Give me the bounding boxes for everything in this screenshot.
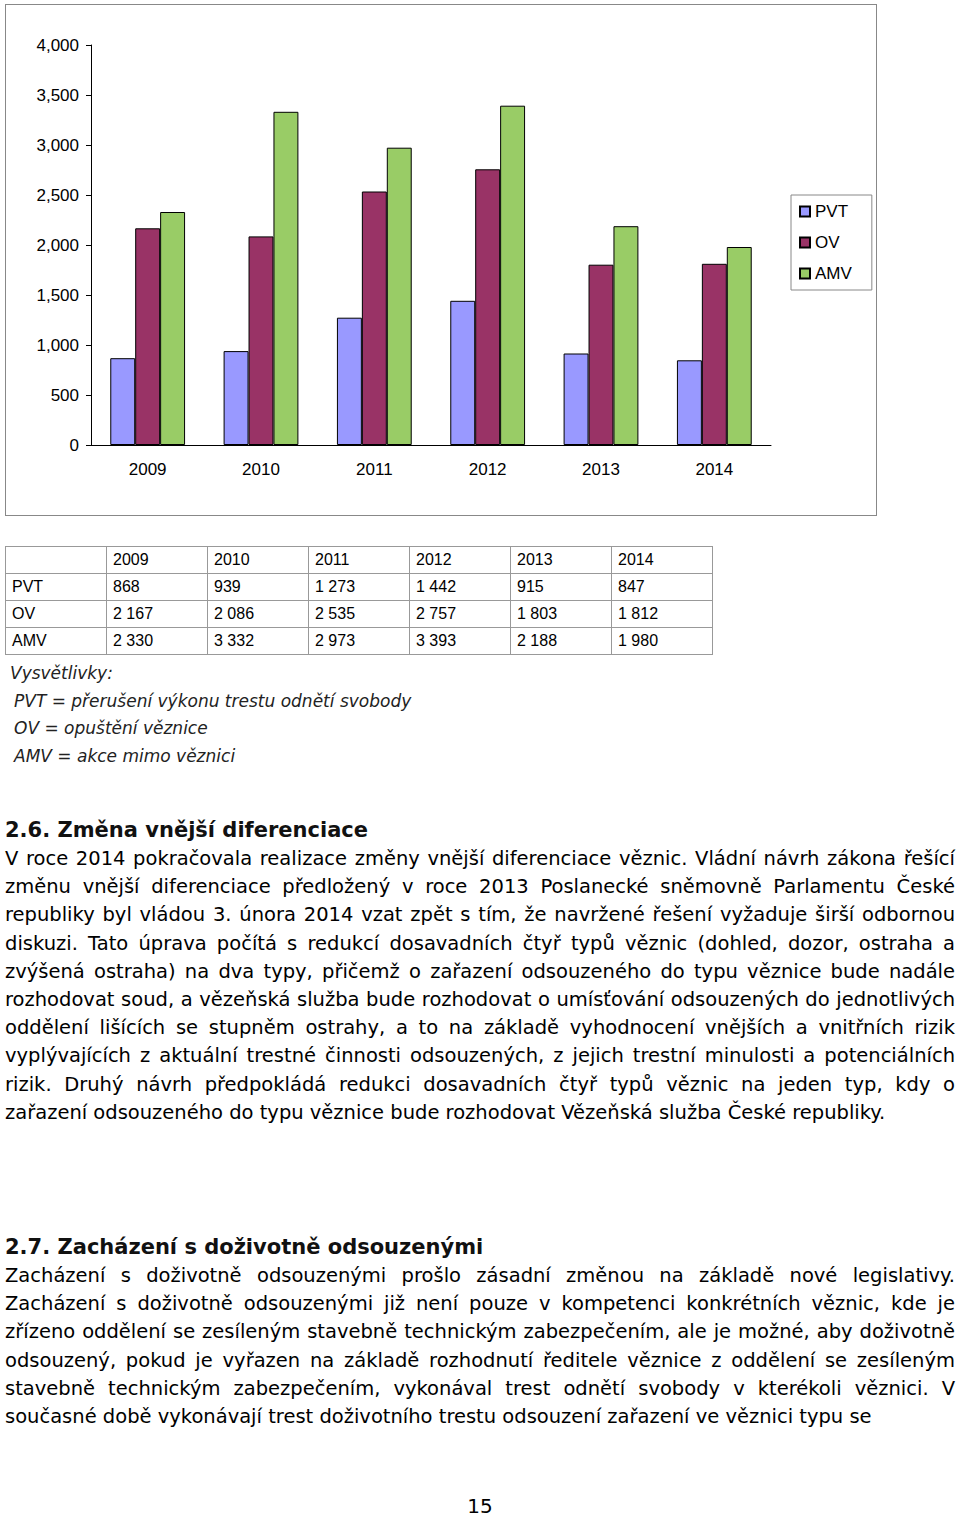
svg-text:PVT: PVT bbox=[815, 202, 848, 221]
svg-text:2013: 2013 bbox=[582, 460, 620, 479]
html-text:2013: 2013 bbox=[517, 551, 553, 568]
html-text:3 393: 3 393 bbox=[416, 632, 456, 649]
html-text:2 535: 2 535 bbox=[315, 605, 355, 622]
svg-text:1,500: 1,500 bbox=[36, 286, 79, 305]
html-text:2.6. Změna vnější diferenciace: 2.6. Změna vnější diferenciace bbox=[5, 818, 368, 842]
html-text:PVT = přerušení výkonu trestu: PVT = přerušení výkonu trestu odnětí svo… bbox=[14, 690, 412, 711]
svg-text:2,000: 2,000 bbox=[36, 236, 79, 255]
html-text:1 442: 1 442 bbox=[416, 578, 456, 595]
html-text:OV: OV bbox=[12, 605, 36, 622]
html-text:939: 939 bbox=[214, 578, 241, 595]
html-text:2 973: 2 973 bbox=[315, 632, 355, 649]
html-text:2 188: 2 188 bbox=[517, 632, 557, 649]
html-text:2009: 2009 bbox=[113, 551, 149, 568]
html-text:2011: 2011 bbox=[315, 551, 350, 568]
html-text:AMV: AMV bbox=[12, 632, 47, 649]
html-text:OV = opuštění věznice: OV = opuštění věznice bbox=[14, 718, 208, 738]
html-text:AMV = akce mimo věznici: AMV = akce mimo věznici bbox=[14, 745, 236, 766]
html-text:2 330: 2 330 bbox=[113, 632, 153, 649]
svg-text:0: 0 bbox=[70, 436, 79, 455]
html-text:15: 15 bbox=[467, 1494, 493, 1517]
html-text:847: 847 bbox=[618, 578, 645, 595]
svg-text:2014: 2014 bbox=[695, 460, 733, 479]
html-text:1 980: 1 980 bbox=[618, 632, 658, 649]
svg-text:1,000: 1,000 bbox=[36, 336, 79, 355]
svg-text:4,000: 4,000 bbox=[36, 36, 79, 55]
svg-text:2011: 2011 bbox=[356, 460, 393, 479]
html-text:3 332: 3 332 bbox=[214, 632, 254, 649]
svg-text:2009: 2009 bbox=[129, 460, 167, 479]
html-text:1 812: 1 812 bbox=[618, 605, 658, 622]
svg-text:3,500: 3,500 bbox=[36, 86, 79, 105]
svg-text:500: 500 bbox=[51, 386, 79, 405]
html-text:Zacházení s doživotně odsouzen: Zacházení s doživotně odsouzenými prošlo… bbox=[5, 1264, 955, 1428]
html-text:1 803: 1 803 bbox=[517, 605, 557, 622]
svg-text:2010: 2010 bbox=[242, 460, 280, 479]
html-text:PVT: PVT bbox=[12, 578, 44, 595]
svg-text:2012: 2012 bbox=[469, 460, 507, 479]
html-text:868: 868 bbox=[113, 578, 140, 595]
html-text:2.7. Zacházení s doživotně ods: 2.7. Zacházení s doživotně odsouzenými bbox=[5, 1235, 484, 1259]
html-text:2 167: 2 167 bbox=[113, 605, 153, 622]
html-text:2012: 2012 bbox=[416, 551, 452, 568]
html-text:2 757: 2 757 bbox=[416, 605, 456, 622]
svg-text:2,500: 2,500 bbox=[36, 186, 79, 205]
html-text:V roce 2014 pokračovala realiz: V roce 2014 pokračovala realizace změny … bbox=[5, 847, 955, 1124]
html-text:2010: 2010 bbox=[214, 551, 250, 568]
html-text:Vysvětlivky:: Vysvětlivky: bbox=[10, 663, 113, 683]
svg-text:3,000: 3,000 bbox=[36, 136, 79, 155]
html-text:2 086: 2 086 bbox=[214, 605, 254, 622]
html-text:915: 915 bbox=[517, 578, 544, 595]
svg-text:OV: OV bbox=[815, 233, 840, 252]
html-text:1 273: 1 273 bbox=[315, 578, 355, 595]
svg-text:AMV: AMV bbox=[815, 264, 853, 283]
html-text:2014: 2014 bbox=[618, 551, 654, 568]
